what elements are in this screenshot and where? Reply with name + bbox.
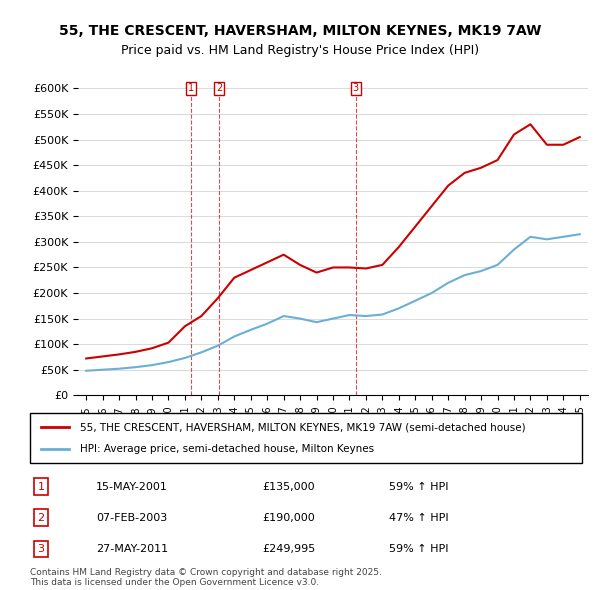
Text: Contains HM Land Registry data © Crown copyright and database right 2025.
This d: Contains HM Land Registry data © Crown c… (30, 568, 382, 587)
Text: 59% ↑ HPI: 59% ↑ HPI (389, 481, 448, 491)
Text: HPI: Average price, semi-detached house, Milton Keynes: HPI: Average price, semi-detached house,… (80, 444, 374, 454)
Text: 15-MAY-2001: 15-MAY-2001 (96, 481, 168, 491)
Text: 2: 2 (37, 513, 44, 523)
Text: 47% ↑ HPI: 47% ↑ HPI (389, 513, 448, 523)
Text: Price paid vs. HM Land Registry's House Price Index (HPI): Price paid vs. HM Land Registry's House … (121, 44, 479, 57)
Text: 2: 2 (216, 84, 223, 93)
Text: 1: 1 (188, 84, 194, 93)
FancyBboxPatch shape (30, 413, 582, 463)
Text: 27-MAY-2011: 27-MAY-2011 (96, 544, 169, 554)
Text: 59% ↑ HPI: 59% ↑ HPI (389, 544, 448, 554)
Text: 55, THE CRESCENT, HAVERSHAM, MILTON KEYNES, MK19 7AW: 55, THE CRESCENT, HAVERSHAM, MILTON KEYN… (59, 24, 541, 38)
Text: 55, THE CRESCENT, HAVERSHAM, MILTON KEYNES, MK19 7AW (semi-detached house): 55, THE CRESCENT, HAVERSHAM, MILTON KEYN… (80, 422, 526, 432)
Text: £249,995: £249,995 (262, 544, 315, 554)
Text: 07-FEB-2003: 07-FEB-2003 (96, 513, 167, 523)
Text: 1: 1 (38, 481, 44, 491)
Text: £190,000: £190,000 (262, 513, 314, 523)
Text: £135,000: £135,000 (262, 481, 314, 491)
Text: 3: 3 (352, 84, 359, 93)
Text: 3: 3 (38, 544, 44, 554)
